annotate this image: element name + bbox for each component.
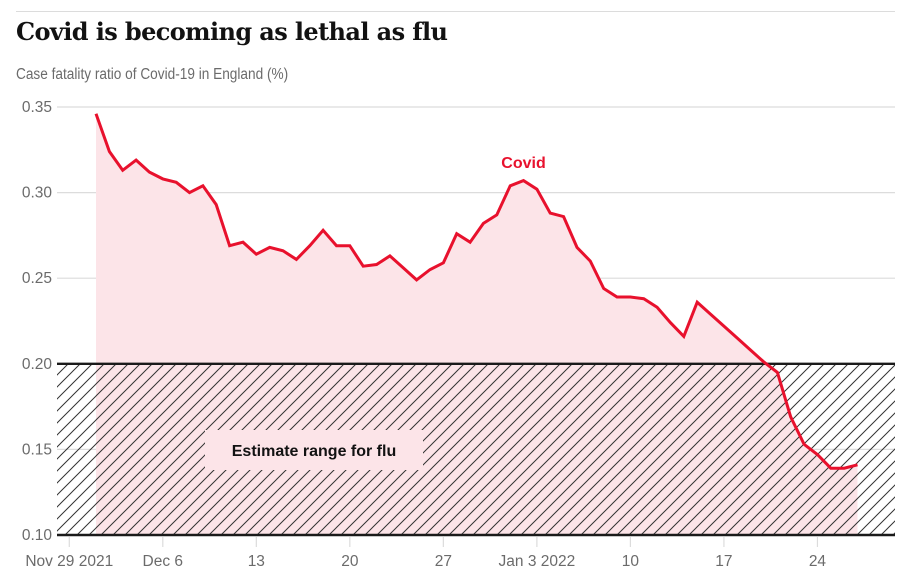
x-tick-label: Jan 3 2022: [499, 553, 576, 570]
x-axis: Nov 29 2021 Dec 6 13 20 27 Jan 3 2022 10 17 24: [25, 537, 826, 570]
data-point: [308, 244, 312, 248]
x-tick-label: Nov 29 2021: [25, 553, 113, 570]
data-point: [428, 268, 432, 272]
data-point: [415, 278, 419, 282]
top-rule: [16, 11, 895, 12]
flu-estimate-label: Estimate range for flu: [232, 443, 396, 460]
y-axis: 0.35 0.30 0.25 0.20 0.15 0.10: [22, 99, 53, 544]
data-point: [722, 324, 726, 328]
data-point: [281, 249, 285, 253]
data-point: [749, 348, 753, 352]
x-tick-label: 17: [715, 553, 732, 570]
covid-series-line: [94, 113, 858, 470]
data-point: [388, 254, 392, 258]
covid-series-label: Covid: [501, 155, 545, 172]
y-tick-label: 0.25: [22, 270, 52, 287]
data-point: [815, 453, 819, 457]
y-tick-label: 0.15: [22, 441, 52, 458]
data-point: [161, 177, 165, 181]
data-point: [802, 442, 806, 446]
x-tick-label: 27: [435, 553, 452, 570]
data-point: [214, 203, 218, 207]
chart-subtitle: Case fatality ratio of Covid-19 in Engla…: [16, 66, 289, 83]
data-point: [615, 295, 619, 299]
data-point: [294, 257, 298, 261]
data-point: [455, 232, 459, 236]
data-point: [174, 180, 178, 184]
y-tick-label: 0.35: [22, 99, 52, 116]
data-point: [842, 466, 846, 470]
y-tick-label: 0.20: [22, 356, 53, 373]
data-point: [682, 334, 686, 338]
data-point: [642, 297, 646, 301]
data-point: [575, 245, 579, 249]
data-point: [441, 261, 445, 265]
x-tick-label: 10: [622, 553, 640, 570]
x-tick-label: Dec 6: [143, 553, 184, 570]
y-tick-label: 0.10: [22, 527, 53, 544]
data-point: [628, 295, 632, 299]
data-point: [361, 264, 365, 268]
data-point: [268, 245, 272, 249]
data-point: [535, 187, 539, 191]
flu-estimate-label-box: Estimate range for flu: [205, 430, 423, 470]
data-point: [522, 179, 526, 183]
chart-title: Covid is becoming as lethal as flu: [16, 17, 448, 46]
data-point: [134, 158, 138, 162]
data-point: [669, 321, 673, 325]
flu-estimate-label-bg: [205, 430, 423, 470]
data-point: [107, 150, 111, 154]
data-point: [695, 300, 699, 304]
data-point: [335, 244, 339, 248]
data-point: [228, 244, 232, 248]
data-point: [829, 466, 833, 470]
data-point: [201, 184, 205, 188]
data-point: [401, 266, 405, 270]
flu-estimate-band: [57, 363, 895, 535]
data-point: [856, 463, 860, 467]
data-point: [548, 211, 552, 215]
data-point: [481, 221, 485, 225]
data-point: [789, 415, 793, 419]
data-point: [241, 240, 245, 244]
data-point: [321, 228, 325, 232]
data-point: [495, 213, 499, 217]
data-point: [562, 215, 566, 219]
data-point: [508, 184, 512, 188]
data-point: [775, 370, 779, 374]
x-tick-label: 20: [341, 553, 359, 570]
data-point: [188, 191, 192, 195]
data-point: [348, 244, 352, 248]
data-point: [735, 336, 739, 340]
data-point: [762, 360, 766, 364]
data-point: [588, 259, 592, 263]
data-point: [147, 170, 151, 174]
x-tick-label: 24: [809, 553, 827, 570]
data-point: [709, 312, 713, 316]
y-tick-label: 0.30: [22, 185, 53, 202]
data-point: [375, 263, 379, 267]
data-point: [94, 112, 98, 116]
data-point: [468, 240, 472, 244]
data-point: [254, 252, 258, 256]
data-point: [655, 305, 659, 309]
data-point: [121, 168, 125, 172]
x-tick-label: 13: [248, 553, 265, 570]
data-point: [602, 287, 606, 291]
